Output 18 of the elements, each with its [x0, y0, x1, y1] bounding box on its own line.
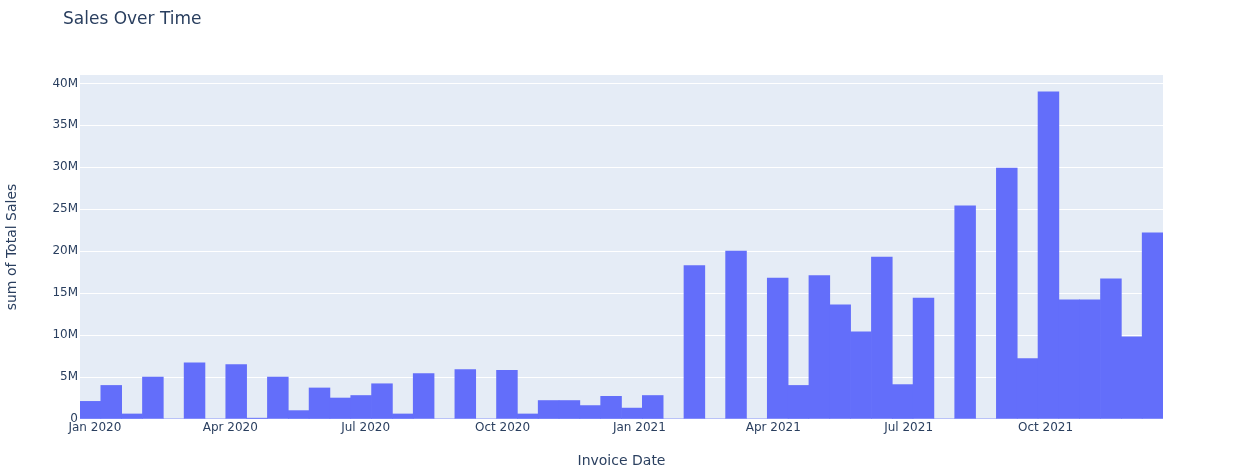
x-axis-title: Invoice Date: [577, 452, 666, 469]
x-tick-label: Jul 2021: [883, 420, 934, 435]
y-tick-label: 5M: [60, 369, 78, 384]
y-tick-label: 10M: [52, 327, 78, 342]
x-tick-label: Apr 2020: [202, 420, 258, 435]
x-tick-label: Oct 2021: [1017, 420, 1074, 435]
x-tick-label: Apr 2021: [745, 420, 801, 435]
y-axis-title: sum of Total Sales: [3, 183, 20, 311]
x-tick-label: Oct 2020: [474, 420, 531, 435]
y-tick-label: 40M: [52, 75, 78, 90]
x-tick-label: Jul 2020: [340, 420, 391, 435]
y-tick-label: 15M: [52, 285, 78, 300]
y-tick-label: 30M: [52, 159, 78, 174]
chart-title: Sales Over Time: [63, 8, 202, 28]
x-tick-label: Jan 2021: [611, 420, 666, 435]
y-tick-label: 35M: [52, 117, 78, 132]
y-tick-label: 25M: [52, 201, 78, 216]
y-tick-label: 20M: [52, 243, 78, 258]
